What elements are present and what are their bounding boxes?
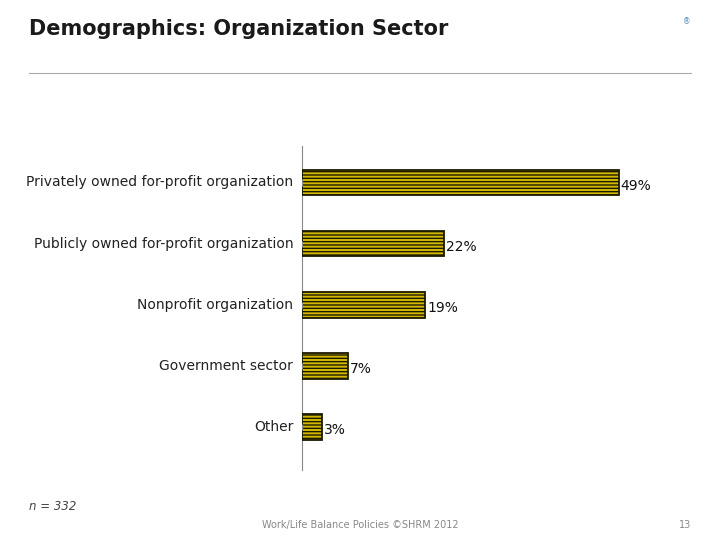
Text: n = 332: n = 332 — [29, 500, 76, 512]
Text: 49%: 49% — [621, 179, 652, 193]
Text: Publicly owned for-profit organization: Publicly owned for-profit organization — [34, 237, 293, 251]
Text: SOCIETY FOR HUMAN
RESOURCE MANAGEMENT: SOCIETY FOR HUMAN RESOURCE MANAGEMENT — [595, 52, 662, 63]
Text: 22%: 22% — [446, 240, 477, 254]
Text: Work/Life Balance Policies ©SHRM 2012: Work/Life Balance Policies ©SHRM 2012 — [261, 520, 459, 530]
Text: Government sector: Government sector — [159, 359, 293, 373]
Bar — [302, 170, 618, 195]
Text: 19%: 19% — [427, 301, 458, 315]
Text: 3%: 3% — [324, 423, 346, 437]
Text: S|HRM: S|HRM — [595, 26, 661, 44]
Bar — [302, 231, 444, 256]
Text: ®: ® — [683, 17, 690, 26]
Bar — [302, 292, 425, 318]
Text: 13: 13 — [679, 520, 691, 530]
Bar — [302, 353, 348, 379]
Text: Demographics: Organization Sector: Demographics: Organization Sector — [29, 19, 448, 39]
Text: Nonprofit organization: Nonprofit organization — [138, 298, 293, 312]
Bar — [302, 414, 322, 440]
Text: 7%: 7% — [349, 362, 372, 376]
Text: Other: Other — [254, 420, 293, 434]
Text: Privately owned for-profit organization: Privately owned for-profit organization — [26, 176, 293, 190]
